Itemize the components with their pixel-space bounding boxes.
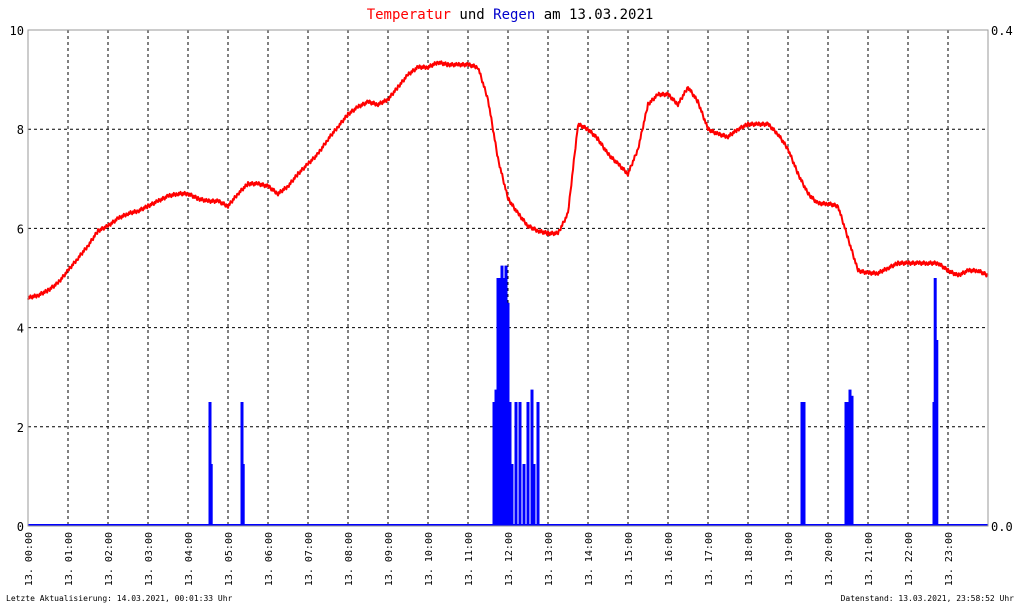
rain-bar bbox=[494, 389, 498, 526]
x-tick-label: 13. 09:00 bbox=[384, 532, 395, 586]
rain-bar bbox=[241, 464, 245, 526]
rain-bar bbox=[522, 464, 526, 526]
y-tick-label-left: 4 bbox=[17, 322, 24, 336]
rain-bar bbox=[846, 402, 850, 526]
rain-bar bbox=[800, 402, 804, 526]
title-und: und bbox=[451, 7, 493, 23]
rain-bar bbox=[500, 265, 504, 526]
x-tick-label: 13. 02:00 bbox=[104, 532, 115, 586]
x-tick-label: 13. 21:00 bbox=[864, 532, 875, 586]
rain-bar bbox=[802, 402, 806, 526]
y-tick-label-left: 0 bbox=[17, 520, 24, 534]
x-tick-label: 13. 07:00 bbox=[304, 532, 315, 586]
x-tick-label: 13. 04:00 bbox=[184, 532, 195, 586]
rain-bar bbox=[848, 389, 852, 526]
rain-bar bbox=[935, 340, 939, 526]
rain-bar bbox=[850, 395, 854, 526]
axes bbox=[27, 29, 989, 527]
x-tick-label: 13. 13:00 bbox=[544, 532, 555, 586]
rain-bar bbox=[536, 402, 540, 526]
rain-bar bbox=[492, 402, 496, 526]
x-tick-label: 13. 17:00 bbox=[704, 532, 715, 586]
rain-bar bbox=[506, 302, 510, 526]
rain-bar bbox=[504, 265, 508, 526]
y-tick-label-left: 2 bbox=[17, 421, 24, 435]
x-tick-label: 13. 01:00 bbox=[64, 532, 75, 586]
title-rain: Regen bbox=[493, 7, 535, 23]
y-tick-label-left: 10 bbox=[10, 24, 24, 38]
rain-bar bbox=[498, 278, 502, 526]
rain-bar bbox=[530, 389, 534, 526]
rain-bar bbox=[209, 464, 213, 526]
x-tick-label: 13. 11:00 bbox=[464, 532, 475, 586]
plot-frame bbox=[27, 29, 989, 527]
rain-bar bbox=[510, 464, 514, 526]
x-tick-label: 13. 03:00 bbox=[144, 532, 155, 586]
x-tick-label: 13. 10:00 bbox=[424, 532, 435, 586]
rain-bar bbox=[532, 464, 536, 526]
rain-bars bbox=[28, 265, 988, 526]
rain-bar bbox=[526, 402, 530, 526]
x-tick-label: 13. 16:00 bbox=[664, 532, 675, 586]
y-tick-label-left: 6 bbox=[17, 222, 24, 236]
footer-last-update: Letzte Aktualisierung: 14.03.2021, 00:01… bbox=[6, 594, 233, 603]
temperature-line bbox=[27, 60, 989, 300]
x-tick-label: 13. 22:00 bbox=[904, 532, 915, 586]
y-tick-label-right: 0.0 bbox=[991, 520, 1013, 534]
x-tick-label: 13. 05:00 bbox=[224, 532, 235, 586]
rain-bar bbox=[508, 402, 512, 526]
footer-data-status: Datenstand: 13.03.2021, 23:58:52 Uhr bbox=[841, 594, 1015, 603]
x-tick-label: 13. 18:00 bbox=[744, 532, 755, 586]
rain-bar bbox=[933, 278, 937, 526]
rain-bar bbox=[514, 402, 518, 526]
x-tick-label: 13. 19:00 bbox=[784, 532, 795, 586]
x-tick-label: 13. 08:00 bbox=[344, 532, 355, 586]
title-date: am 13.03.2021 bbox=[535, 7, 653, 23]
x-tick-label: 13. 20:00 bbox=[824, 532, 835, 586]
temperature-series bbox=[27, 60, 989, 300]
chart-title: Temperatur und Regen am 13.03.2021 bbox=[367, 7, 654, 23]
rain-bar bbox=[502, 278, 506, 526]
grid-layer bbox=[28, 30, 988, 526]
title-temperature: Temperatur bbox=[367, 7, 451, 23]
x-tick-label: 13. 12:00 bbox=[504, 532, 515, 586]
rain-bar bbox=[844, 402, 848, 526]
rain-bar bbox=[518, 402, 522, 526]
x-tick-label: 13. 15:00 bbox=[624, 532, 635, 586]
x-tick-label: 13. 06:00 bbox=[264, 532, 275, 586]
y-tick-label-left: 8 bbox=[17, 123, 24, 137]
tick-labels: 0 2 4 6 8 10 0.0 0.4 13. 00:00 13. 01:00 13. 02:00… bbox=[10, 24, 1013, 586]
y-tick-label-right: 0.4 bbox=[991, 24, 1013, 38]
x-tick-label: 13. 00:00 bbox=[24, 532, 35, 586]
x-tick-label: 13. 23:00 bbox=[944, 532, 955, 586]
x-tick-label: 13. 14:00 bbox=[584, 532, 595, 586]
rain-bar bbox=[496, 278, 500, 526]
